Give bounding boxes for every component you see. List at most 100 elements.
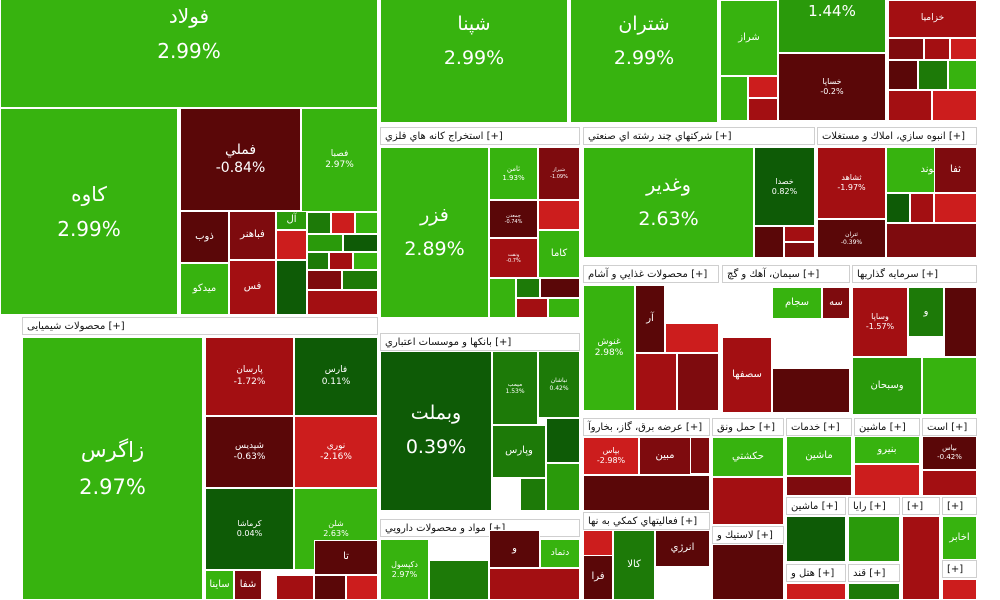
sector-header-metal-ores[interactable]: [+] استخراج كانه هاي فلزي xyxy=(380,127,580,145)
small-stock-cell[interactable] xyxy=(331,212,355,234)
stock-tile[interactable]: فباهنر xyxy=(229,211,276,260)
small-stock-cell[interactable] xyxy=(343,234,378,252)
sector-header-chemicals[interactable]: [+] محصولات شیمیایی xyxy=(22,317,378,335)
stock-tile[interactable]: شتران 2.99% xyxy=(570,0,718,123)
sector-header-misc-2[interactable]: [+] xyxy=(942,497,977,515)
small-stock-cell[interactable] xyxy=(754,226,784,258)
stock-tile[interactable]: سه xyxy=(822,287,850,319)
sector-header-cement[interactable]: [+] سيمان، آهك و گچ xyxy=(722,265,850,283)
stock-tile[interactable]: شپنا 2.99% xyxy=(380,0,568,123)
stock-tile[interactable]: فرا xyxy=(583,555,613,600)
small-stock-cell[interactable] xyxy=(307,252,329,270)
small-stock-cell[interactable] xyxy=(276,575,314,600)
sector-header-sugar[interactable]: [+] قند xyxy=(848,564,900,582)
stock-tile[interactable]: شيراز -1.09% xyxy=(538,147,580,200)
stock-tile[interactable]: ونفت -0.7% xyxy=(489,238,538,278)
small-stock-cell[interactable] xyxy=(918,60,948,90)
stock-tile[interactable]: ساينا xyxy=(205,570,234,600)
sector-header-machinery-2[interactable]: [+] ماشين xyxy=(786,497,846,515)
small-stock-cell[interactable] xyxy=(489,278,516,318)
small-stock-cell[interactable] xyxy=(538,200,580,230)
small-stock-cell[interactable] xyxy=(677,353,719,411)
sector-header-hotels[interactable]: [+] هتل و xyxy=(786,564,846,582)
stock-tile[interactable]: فملي -0.84% xyxy=(180,108,301,211)
stock-tile[interactable]: حكشتي xyxy=(712,437,784,477)
stock-tile[interactable]: كرماشا 0.04% xyxy=(205,488,294,570)
small-stock-cell[interactable] xyxy=(516,298,548,318)
small-stock-cell[interactable] xyxy=(932,90,977,121)
sector-header-financial-aux[interactable]: [+] فعاليتهاي كمكي به نها xyxy=(583,512,710,530)
stock-tile[interactable]: وساپا -1.57% xyxy=(852,287,908,357)
small-stock-cell[interactable] xyxy=(848,516,900,562)
stock-tile[interactable]: بنيرو xyxy=(854,436,920,464)
small-stock-cell[interactable] xyxy=(355,212,378,234)
small-stock-cell[interactable] xyxy=(886,223,977,258)
small-stock-cell[interactable] xyxy=(548,298,580,318)
sector-header-machinery[interactable]: [+] ماشين xyxy=(854,418,920,436)
small-stock-cell[interactable] xyxy=(772,368,850,413)
stock-tile[interactable]: ثفا xyxy=(934,147,977,193)
stock-tile[interactable]: و xyxy=(908,287,944,337)
small-stock-cell[interactable] xyxy=(922,357,977,415)
small-stock-cell[interactable] xyxy=(902,516,940,600)
sector-header-it[interactable]: [+] رايا xyxy=(848,497,900,515)
small-stock-cell[interactable] xyxy=(307,290,378,315)
small-stock-cell[interactable] xyxy=(888,38,924,60)
small-stock-cell[interactable] xyxy=(665,323,719,353)
small-stock-cell[interactable] xyxy=(784,226,815,242)
small-stock-cell[interactable] xyxy=(948,60,977,90)
small-stock-cell[interactable] xyxy=(784,242,815,258)
stock-tile[interactable]: وغدير 2.63% xyxy=(583,147,754,258)
small-stock-cell[interactable] xyxy=(276,230,307,260)
stock-tile[interactable]: شفا xyxy=(234,570,262,600)
small-stock-cell[interactable] xyxy=(712,544,784,600)
small-stock-cell[interactable] xyxy=(712,477,784,525)
sector-header-misc-3[interactable]: [+] xyxy=(942,560,977,578)
stock-tile[interactable]: اخابر xyxy=(942,516,977,560)
stock-tile[interactable]: كالا xyxy=(613,530,655,600)
stock-tile[interactable]: 1.44% xyxy=(778,0,886,53)
small-stock-cell[interactable] xyxy=(635,353,677,411)
small-stock-cell[interactable] xyxy=(307,234,343,252)
stock-tile[interactable]: بپاس -0.42% xyxy=(922,436,977,470)
stock-tile[interactable]: فارس 0.11% xyxy=(294,337,378,416)
stock-tile[interactable]: و xyxy=(489,530,540,568)
sector-header-other[interactable]: [+] است xyxy=(922,418,977,436)
stock-tile[interactable]: زاگرس 2.97% xyxy=(22,337,203,600)
stock-tile[interactable]: وبملت 0.39% xyxy=(380,351,492,511)
small-stock-cell[interactable] xyxy=(854,464,920,496)
small-stock-cell[interactable] xyxy=(540,278,580,298)
stock-tile[interactable]: آل xyxy=(276,211,307,230)
small-stock-cell[interactable] xyxy=(748,98,778,121)
sector-header-food[interactable]: [+] محصولات غذايي و آشام xyxy=(583,265,719,283)
small-stock-cell[interactable] xyxy=(748,76,778,98)
stock-tile[interactable]: آر xyxy=(635,285,665,353)
sector-header-misc-1[interactable]: [+] xyxy=(902,497,940,515)
stock-tile[interactable]: دتماد xyxy=(540,539,580,568)
stock-tile[interactable]: وپارس xyxy=(492,425,546,478)
stock-tile[interactable]: شپديس -0.63% xyxy=(205,416,294,488)
small-stock-cell[interactable] xyxy=(346,575,378,600)
sector-header-banks[interactable]: [+] بانكها و موسسات اعتباري xyxy=(380,333,580,351)
small-stock-cell[interactable] xyxy=(307,212,331,234)
stock-tile[interactable]: فولاد 2.99% xyxy=(0,0,378,108)
small-stock-cell[interactable] xyxy=(353,252,378,270)
small-stock-cell[interactable] xyxy=(307,270,342,290)
small-stock-cell[interactable] xyxy=(848,583,900,600)
stock-tile[interactable]: ثامن 1.93% xyxy=(489,147,538,200)
sector-header-investments[interactable]: [+] سرمايه گذاريها xyxy=(852,265,977,283)
stock-tile[interactable]: مبين xyxy=(639,437,691,475)
small-stock-cell[interactable] xyxy=(546,418,580,463)
small-stock-cell[interactable] xyxy=(910,193,934,223)
stock-tile[interactable]: نباشان 0.42% xyxy=(538,351,580,418)
small-stock-cell[interactable] xyxy=(786,476,852,496)
small-stock-cell[interactable] xyxy=(786,516,846,562)
small-stock-cell[interactable] xyxy=(342,270,378,290)
small-stock-cell[interactable] xyxy=(276,260,307,315)
small-stock-cell[interactable] xyxy=(429,560,489,600)
small-stock-cell[interactable] xyxy=(942,579,977,600)
stock-tile[interactable]: خزاميا xyxy=(888,0,977,38)
sector-header-utilities[interactable]: [+] عرضه برق، گاز، بخاروآ xyxy=(583,418,710,436)
stock-tile[interactable]: سجام xyxy=(772,287,822,319)
stock-tile[interactable]: ماشین xyxy=(786,436,852,476)
